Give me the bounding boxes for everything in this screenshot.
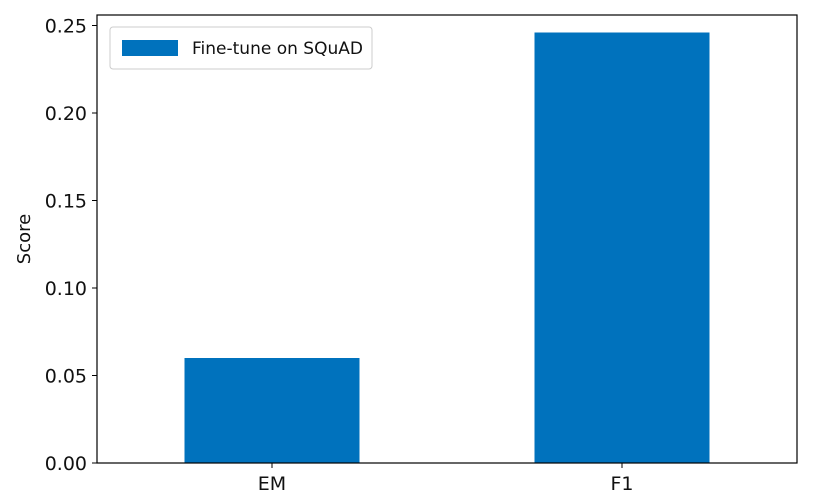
bars-group — [184, 32, 710, 463]
y-tick-label: 0.25 — [45, 16, 87, 38]
x-tick-label: F1 — [610, 473, 633, 495]
x-axis: EM F1 — [258, 463, 634, 495]
bar-em — [184, 358, 360, 463]
y-axis-label: Score — [14, 214, 35, 264]
legend-swatch — [122, 40, 178, 56]
bar-f1 — [534, 32, 710, 463]
y-tick-label: 0.20 — [45, 103, 87, 125]
x-tick-label: EM — [258, 473, 286, 495]
y-tick-label: 0.05 — [45, 366, 87, 388]
y-tick-label: 0.15 — [45, 191, 87, 213]
legend-box — [109, 26, 373, 70]
y-tick-label: 0.10 — [45, 278, 87, 300]
legend: Fine-tune on SQuAD — [109, 26, 373, 70]
legend-label: Fine-tune on SQuAD — [192, 39, 363, 59]
y-axis: 0.00 0.05 0.10 0.15 0.20 0.25 — [45, 16, 97, 475]
y-tick-label: 0.00 — [45, 453, 87, 475]
plot-frame — [96, 14, 798, 464]
